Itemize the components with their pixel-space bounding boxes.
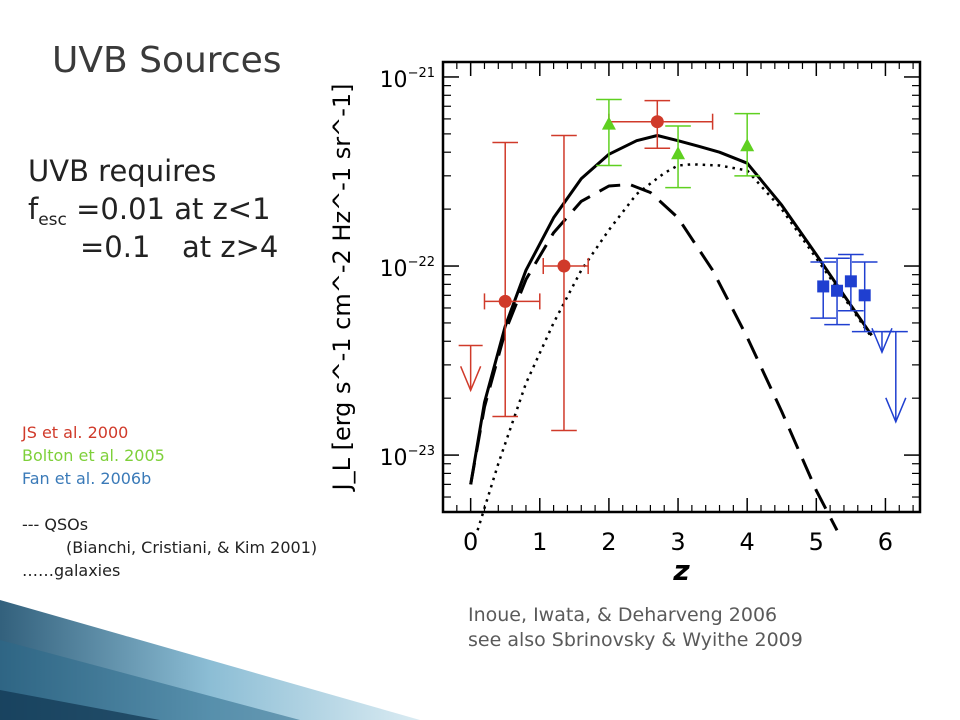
fesc-line-1: fesc =0.01 at z<1 bbox=[28, 190, 278, 230]
x-tick-label: 5 bbox=[809, 528, 824, 556]
legend-galaxies: ……galaxies bbox=[22, 561, 121, 580]
plot-frame bbox=[441, 60, 922, 514]
data-point-triangle bbox=[740, 138, 755, 152]
y-tick-label: 10−22 bbox=[380, 255, 435, 282]
x-tick-label: 4 bbox=[740, 528, 755, 556]
x-tick-label: 3 bbox=[670, 528, 685, 556]
legend-fan2006b: Fan et al. 2006b bbox=[22, 469, 152, 488]
curve-dashed bbox=[469, 183, 839, 531]
data-point-square bbox=[831, 284, 844, 297]
x-tick-label: 0 bbox=[463, 528, 478, 556]
y-tick-label: 10−23 bbox=[380, 444, 435, 471]
upper-limit-arrow bbox=[459, 366, 482, 393]
data-point-square bbox=[817, 280, 830, 293]
legend-qso-ref: (Bianchi, Cristiani, & Kim 2001) bbox=[66, 538, 318, 557]
upper-limit-arrow bbox=[871, 327, 893, 355]
data-point-triangle bbox=[601, 116, 616, 130]
x-tick-label: 2 bbox=[601, 528, 616, 556]
fesc-value-2: =0.1 bbox=[80, 230, 151, 264]
legend: JS et al. 2000 Bolton et al. 2005 Fan et… bbox=[22, 421, 317, 582]
curve-dotted bbox=[476, 163, 873, 531]
data-point-square bbox=[844, 275, 857, 288]
reference-inoue: Inoue, Iwata, & Deharveng 2006 bbox=[468, 604, 778, 626]
fesc-condition-1: at z<1 bbox=[174, 192, 271, 226]
fesc-line-2: =0.1 at z>4 bbox=[28, 228, 278, 266]
requires-line: UVB requires bbox=[28, 154, 217, 188]
escape-fraction-note: UVB requires fesc =0.01 at z<1 =0.1 at z>… bbox=[28, 152, 278, 266]
upper-limit-arrow bbox=[885, 397, 907, 424]
slide-title: UVB Sources bbox=[52, 40, 282, 81]
y-axis-label: J_L [erg s^-1 cm^-2 Hz^-1 sr^-1] bbox=[328, 83, 356, 492]
data-point-triangle bbox=[671, 146, 686, 160]
reference-sbrinovsky: see also Sbrinovsky & Wyithe 2009 bbox=[468, 629, 803, 651]
fesc-value-1: =0.01 bbox=[76, 192, 165, 226]
x-tick-label: 6 bbox=[878, 528, 893, 556]
y-tick-label: 10−21 bbox=[380, 66, 435, 93]
legend-js2000: JS et al. 2000 bbox=[22, 423, 129, 442]
legend-qso: --- QSOs bbox=[22, 515, 89, 534]
x-axis-label: z bbox=[672, 554, 690, 587]
data-point-circle bbox=[557, 259, 571, 273]
data-point-square bbox=[858, 289, 871, 302]
data-point-circle bbox=[498, 294, 512, 308]
legend-bolton2005: Bolton et al. 2005 bbox=[22, 446, 165, 465]
fesc-condition-2: at z>4 bbox=[182, 230, 279, 264]
data-point-circle bbox=[650, 115, 664, 129]
esc-subscript: esc bbox=[38, 210, 67, 230]
f-symbol: f bbox=[28, 192, 39, 226]
x-tick-label: 1 bbox=[532, 528, 547, 556]
references: Inoue, Iwata, & Deharveng 2006 see also … bbox=[468, 603, 803, 653]
